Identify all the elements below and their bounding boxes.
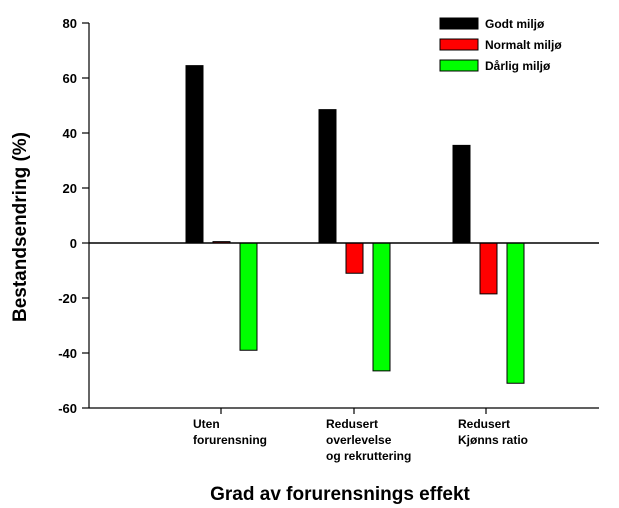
- y-tick-label: 80: [63, 16, 77, 31]
- bar: [479, 242, 498, 295]
- y-axis: [82, 22, 90, 409]
- bar: [318, 109, 337, 244]
- y-tick-label: -40: [58, 346, 77, 361]
- y-tick-label: -20: [58, 291, 77, 306]
- category-label-line: Kjønns ratio: [458, 433, 528, 447]
- legend-swatch: [439, 17, 479, 30]
- y-axis-title: Bestandsendring (%): [10, 132, 31, 322]
- category-label-line: forurensning: [193, 433, 267, 447]
- category-label-line: Uten: [193, 417, 220, 431]
- category-labels: Uten forurensning Redusert overlevelse og re…: [193, 417, 528, 463]
- bar: [452, 144, 471, 244]
- legend-label: Normalt miljø: [485, 38, 562, 52]
- bar: [372, 242, 391, 372]
- category-label-line: overlevelse: [326, 433, 392, 447]
- y-tick-label: 20: [63, 181, 77, 196]
- category-label-line: Redusert: [326, 417, 378, 431]
- y-tick-labels: -60 -40 -20 0 20 40 60 80: [58, 16, 77, 416]
- legend-swatch: [439, 59, 479, 72]
- x-axis: [89, 407, 599, 414]
- bar: [506, 242, 525, 384]
- bar: [185, 65, 204, 244]
- y-tick-label: 40: [63, 126, 77, 141]
- bars: [185, 65, 525, 384]
- legend-label: Godt miljø: [485, 17, 545, 31]
- legend-label: Dårlig miljø: [485, 59, 551, 73]
- category-label-line: og rekruttering: [326, 449, 411, 463]
- category-label-line: Redusert: [458, 417, 510, 431]
- y-tick-label: -60: [58, 401, 77, 416]
- y-tick-label: 60: [63, 71, 77, 86]
- bar: [239, 242, 258, 351]
- legend-swatch: [439, 38, 479, 51]
- legend: Godt miljø Normalt miljø Dårlig miljø: [439, 17, 562, 73]
- x-axis-title: Grad av forurensnings effekt: [210, 484, 470, 505]
- bar: [345, 242, 364, 274]
- y-tick-label: 0: [70, 236, 77, 251]
